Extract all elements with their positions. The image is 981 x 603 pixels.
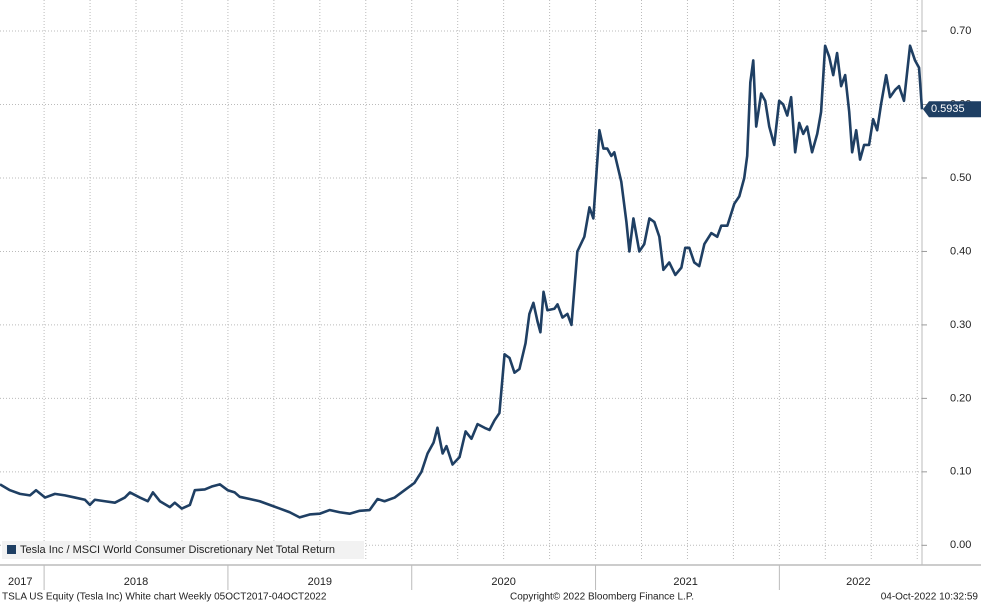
footer-left: TSLA US Equity (Tesla Inc) White chart W… (2, 592, 327, 603)
x-tick-label: 2017 (8, 576, 32, 588)
x-tick-label: 2019 (308, 576, 332, 588)
legend: Tesla Inc / MSCI World Consumer Discreti… (2, 541, 364, 559)
series-line (0, 44, 924, 519)
y-tick-label: 0.10 (950, 466, 971, 478)
y-tick-label: 0.40 (950, 245, 971, 257)
footer-center: Copyright© 2022 Bloomberg Finance L.P. (510, 592, 694, 603)
x-tick-label: 2021 (673, 576, 697, 588)
legend-swatch (7, 545, 16, 554)
y-tick-label: 0.50 (950, 172, 971, 184)
x-tick-label: 2022 (846, 576, 870, 588)
y-tick-label: 0.20 (950, 392, 971, 404)
legend-label: Tesla Inc / MSCI World Consumer Discreti… (20, 544, 335, 556)
y-tick-label: 0.30 (950, 319, 971, 331)
last-value-flag (923, 101, 981, 118)
legend-box (2, 541, 364, 559)
y-tick-label: 0.00 (950, 539, 971, 551)
x-tick-label: 2018 (124, 576, 148, 588)
x-tick-label: 2020 (491, 576, 515, 588)
last-value-label: 0.5935 (931, 103, 965, 115)
y-tick-label: 0.70 (950, 25, 971, 37)
footer-right: 04-Oct-2022 10:32:59 (881, 592, 979, 603)
